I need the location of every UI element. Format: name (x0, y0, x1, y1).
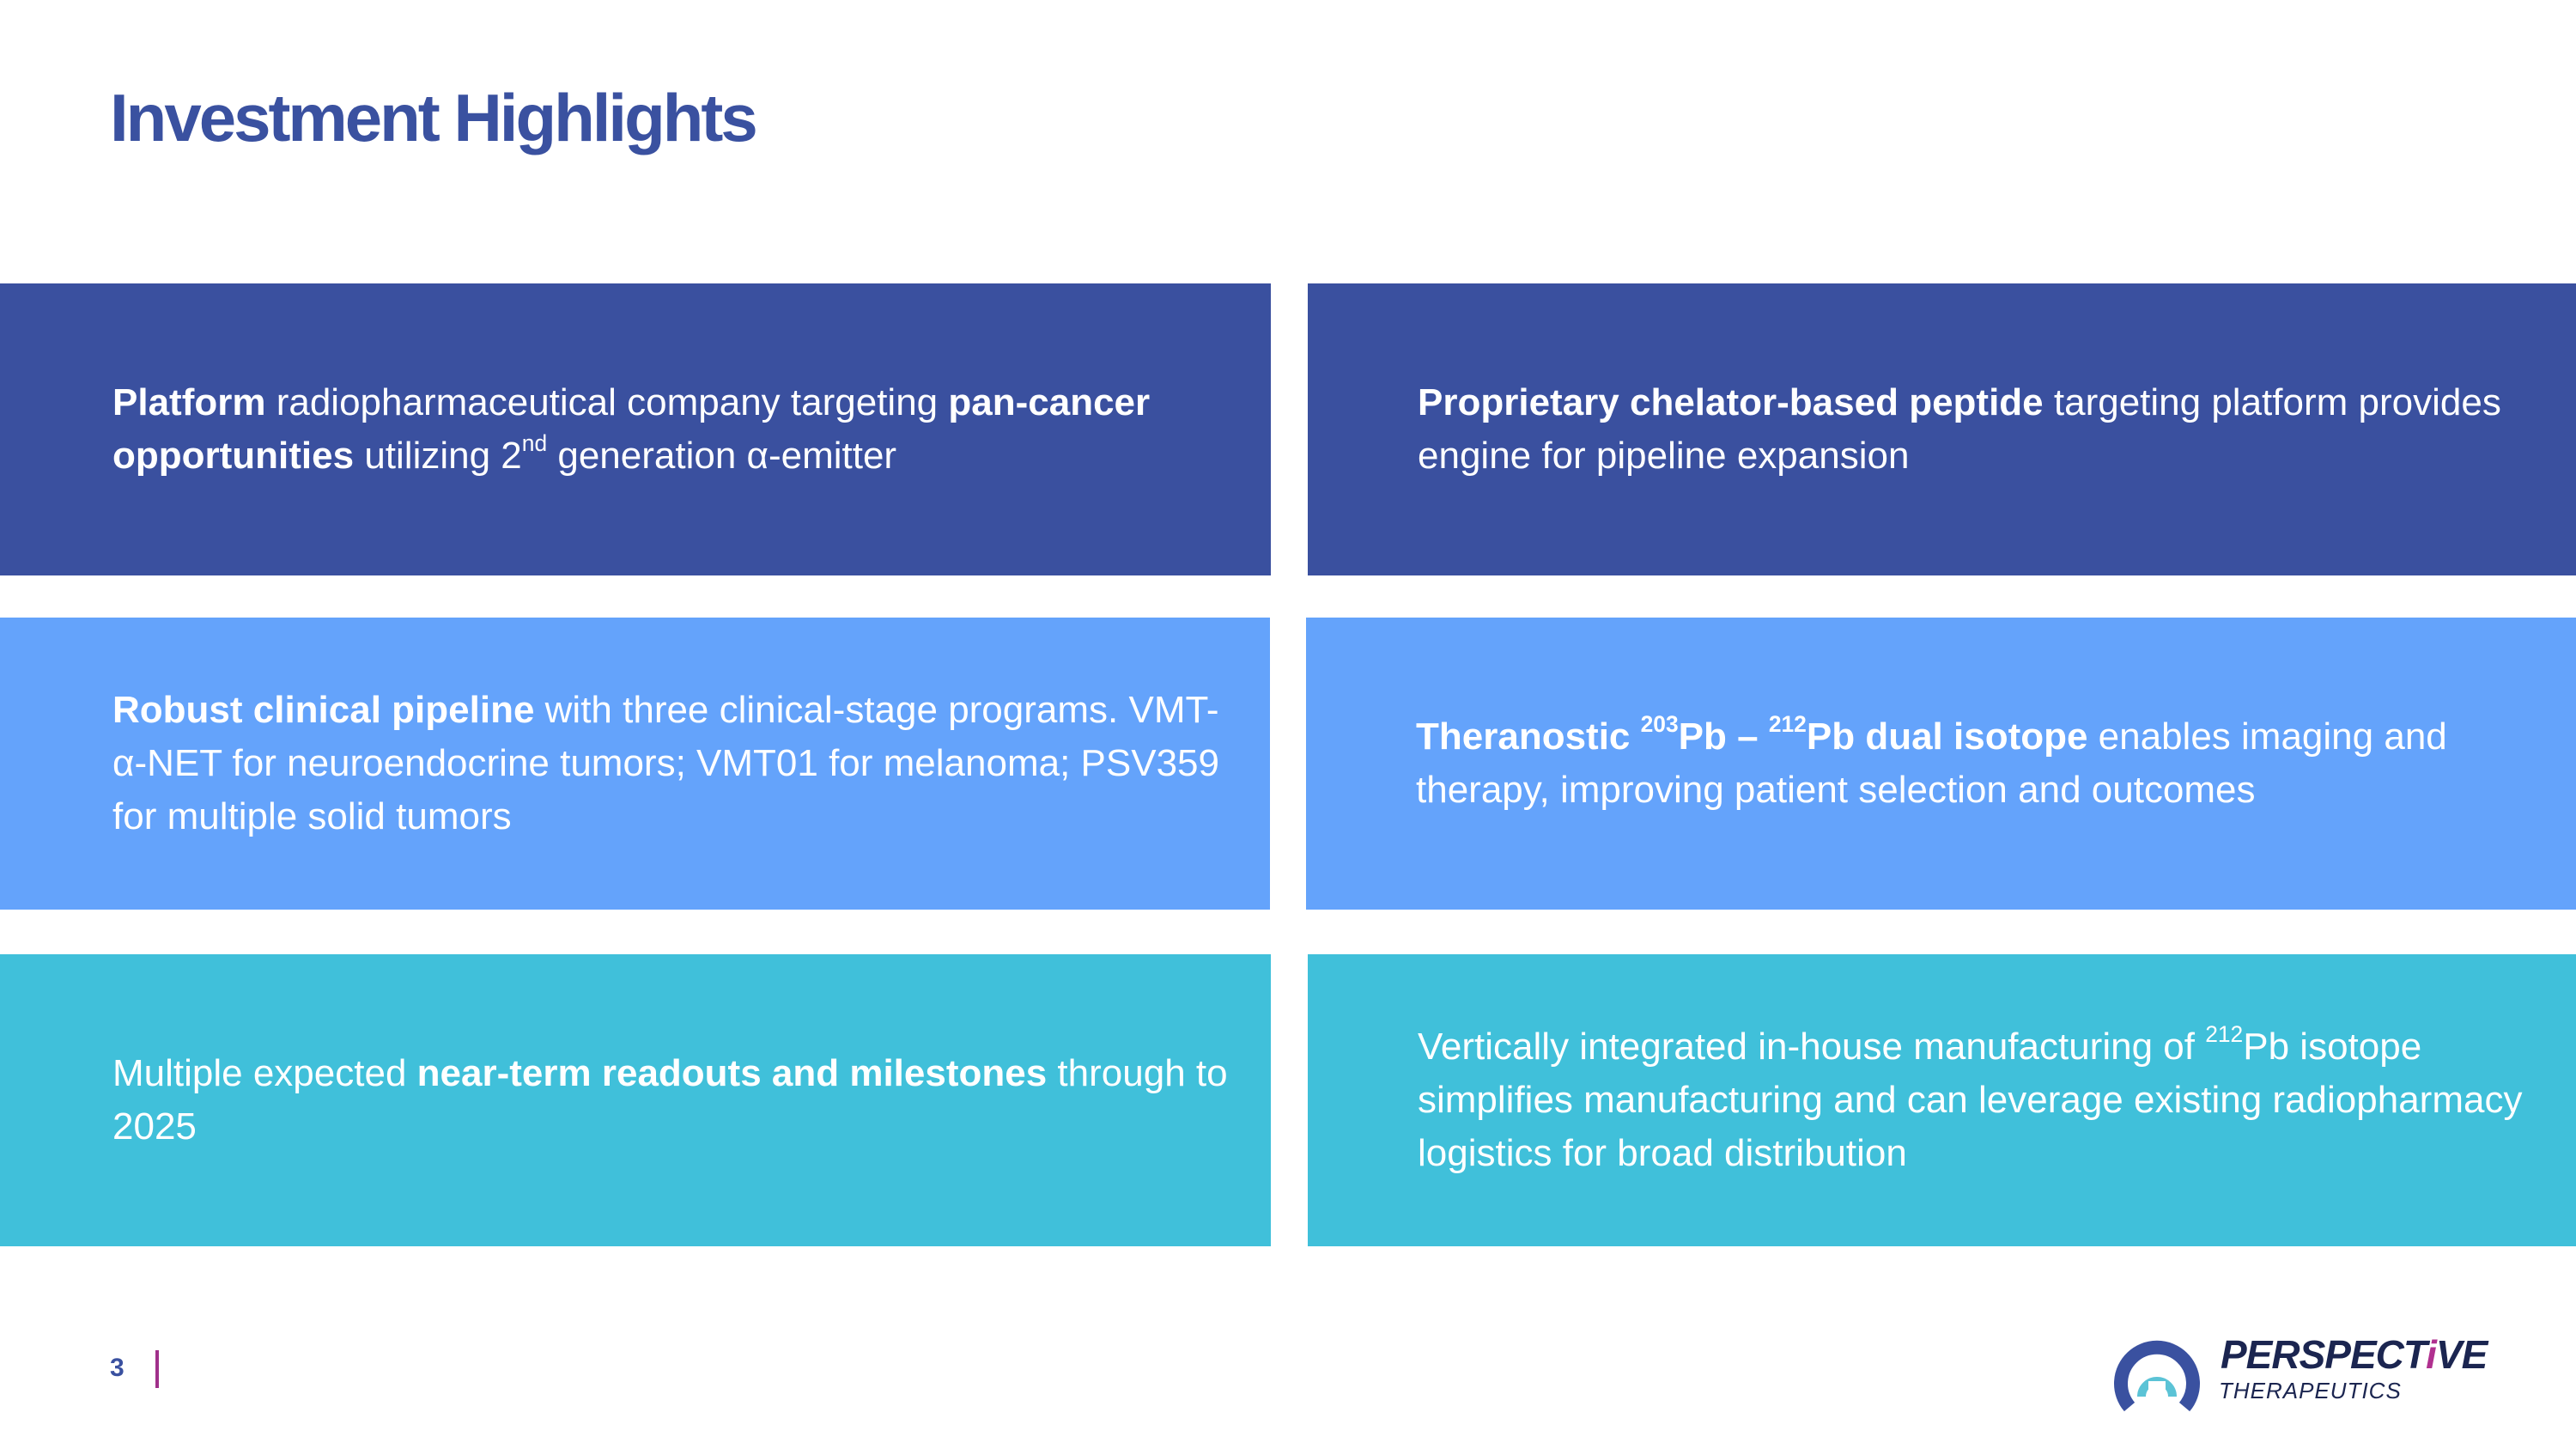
text-run: Pb – (1678, 715, 1769, 758)
text-run: enables imaging and therapy, improving p… (1416, 715, 2447, 811)
text-run: Robust clinical pipeline (112, 689, 535, 731)
logo-wordmark: PERSPECTiVE (2221, 1332, 2488, 1377)
text-run: 212 (2205, 1021, 2244, 1048)
text-run: Pb isotope simplifies manufacturing and … (1418, 1026, 2523, 1174)
highlight-text: Vertically integrated in-house manufactu… (1418, 1020, 2533, 1180)
highlight-box-milestones: Multiple expected near-term readouts and… (0, 954, 1271, 1246)
logo-subtitle: THERAPEUTICS (2219, 1378, 2402, 1403)
text-run: pan-cancer opportunities (112, 381, 1151, 477)
logo-accent-letter: i (2426, 1332, 2437, 1377)
text-run: targeting platform provides engine for p… (1418, 381, 2501, 477)
highlight-text: Proprietary chelator-based peptide targe… (1418, 376, 2533, 483)
text-run: radiopharmaceutical company targeting (265, 381, 949, 423)
highlight-box-platform: Platform radiopharmaceutical company tar… (0, 283, 1271, 575)
text-run: Theranostic (1416, 715, 1641, 758)
highlight-box-clinical-pipeline: Robust clinical pipeline with three clin… (0, 618, 1270, 910)
slide-title: Investment Highlights (110, 80, 758, 155)
perspective-logo-mark-icon (2114, 1340, 2200, 1412)
text-run: near-term readouts and milestones (416, 1052, 1048, 1094)
text-run: 203 (1640, 711, 1679, 738)
text-run: through to 2025 (112, 1052, 1228, 1148)
text-run: nd (521, 430, 548, 457)
highlight-text: Robust clinical pipeline with three clin… (112, 684, 1227, 843)
text-run: Vertically integrated in-house manufactu… (1418, 1026, 2206, 1068)
page-number: 3 (110, 1354, 125, 1382)
highlight-text: Multiple expected near-term readouts and… (112, 1047, 1228, 1154)
highlight-text: Theranostic 203Pb – 212Pb dual isotope e… (1416, 710, 2533, 817)
text-run: with three clinical-stage programs. VMT-… (112, 689, 1219, 837)
text-run: utilizing 2 (354, 435, 522, 477)
text-run: generation α-emitter (547, 435, 897, 477)
highlight-box-manufacturing: Vertically integrated in-house manufactu… (1308, 954, 2576, 1246)
company-logo: PERSPECTiVE THERAPEUTICS (2111, 1328, 2540, 1414)
text-run: Platform (112, 381, 266, 423)
highlight-box-peptide-platform: Proprietary chelator-based peptide targe… (1308, 283, 2576, 575)
text-run: Multiple expected (112, 1052, 417, 1094)
highlight-box-theranostic: Theranostic 203Pb – 212Pb dual isotope e… (1306, 618, 2576, 910)
text-run: Pb dual isotope (1806, 715, 2088, 758)
page-number-divider (155, 1350, 159, 1388)
highlight-text: Platform radiopharmaceutical company tar… (112, 376, 1228, 483)
text-run: Proprietary chelator-based peptide (1418, 381, 2044, 423)
text-run: 212 (1768, 711, 1807, 738)
